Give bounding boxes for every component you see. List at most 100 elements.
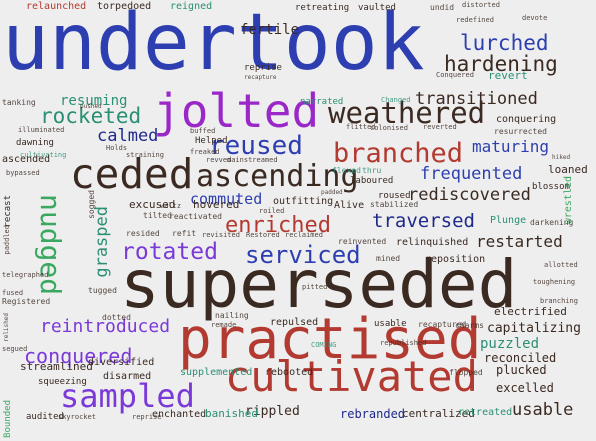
word-superseded: superseded: [120, 246, 518, 323]
word-fused: fused: [2, 289, 24, 297]
word-cultivating: cultivating: [20, 151, 67, 159]
word-devote: devote: [522, 14, 548, 22]
word-tugged: tugged: [88, 286, 117, 295]
word-alive: Alive: [334, 200, 365, 211]
word-revert: revert: [488, 69, 528, 82]
word-recast: recast: [3, 195, 13, 228]
word-relinquished: relinquished: [396, 237, 469, 248]
word-reinvented: reinvented: [338, 237, 387, 246]
word-roused: roused: [378, 191, 411, 201]
word-reintroduced: reintroduced: [40, 316, 171, 337]
word-enriched: enriched: [225, 213, 331, 238]
word-plunge: Plunge: [490, 215, 527, 226]
word-flitted: flitted: [346, 123, 376, 131]
word-mined: mined: [376, 254, 401, 263]
word-revisited: revisited: [202, 231, 240, 239]
word-mainstreamed: mainstreamed: [227, 156, 278, 164]
word-laboured: laboured: [350, 176, 394, 186]
word-rebranded: rebranded: [340, 407, 406, 421]
word-repulsed: repulsed: [270, 317, 319, 328]
word-lurched: lurched: [460, 31, 549, 55]
word-maturing: maturing: [472, 137, 550, 156]
word-charms: charms: [455, 321, 484, 330]
word-puzzled: puzzled: [480, 336, 540, 352]
word-nudged: nudged: [34, 194, 67, 296]
word-freaked: freaked: [190, 148, 220, 156]
word-relished: relished: [3, 313, 10, 342]
word-torpedoed: torpedoed: [97, 1, 152, 12]
word-traversed: traversed: [372, 210, 475, 232]
word-commuted: commuted: [190, 190, 263, 208]
word-thru: thru: [362, 166, 382, 175]
word-rediscovered: rediscovered: [408, 185, 531, 205]
word-reused: reused: [209, 131, 303, 161]
word-vaulted: vaulted: [358, 3, 396, 13]
word-ascending: ascending: [196, 159, 359, 194]
word-reposition: reposition: [425, 254, 486, 265]
word-resuming: resuming: [60, 93, 128, 109]
word-recaptured: recaptured: [418, 320, 467, 329]
word-usable-big: usable: [512, 400, 574, 420]
word-hardening: hardening: [444, 52, 558, 76]
word-flexed: flexed: [332, 166, 361, 175]
word-reconciled: reconciled: [484, 351, 557, 365]
word-buffed: buffed: [190, 127, 216, 135]
word-registered: Registered: [2, 297, 51, 306]
word-republished: republished: [380, 339, 427, 347]
word-segued: segued: [2, 345, 28, 353]
word-illuminated: illuminated: [18, 126, 65, 134]
word-allotted: allotted: [544, 261, 578, 269]
word-reigned: reigned: [170, 1, 213, 12]
word-pushed: pushed: [80, 103, 102, 110]
word-roiled: roiled: [259, 207, 285, 215]
word-holds: Holds: [106, 144, 128, 152]
word-fertile: fertile: [240, 22, 300, 38]
word-branching: branching: [540, 297, 578, 305]
word-darkening: darkening: [530, 218, 574, 227]
word-paddled: paddled: [3, 225, 11, 255]
word-sampled: sampled: [60, 377, 195, 415]
word-skyrocket: skyrocket: [58, 413, 96, 421]
word-reverted: reverted: [423, 123, 457, 131]
word-enchanted: enchanted: [152, 409, 207, 420]
word-remade: remade: [211, 321, 237, 329]
word-undid: undid: [430, 3, 455, 12]
word-changed: Changed: [381, 96, 411, 104]
word-restarted: restarted: [476, 232, 563, 251]
word-excelled: excelled: [496, 381, 554, 395]
word-nailing: nailing: [215, 311, 249, 320]
word-jolted: jolted: [153, 84, 320, 138]
word-reactivated: reactivated: [169, 212, 222, 221]
word-bypassed: bypassed: [6, 169, 40, 177]
word-electrified: electrified: [494, 305, 567, 318]
word-pitted: pitted: [302, 283, 328, 291]
word-flopped: flopped: [449, 368, 483, 377]
word-supplemented: supplemented: [180, 367, 253, 378]
word-resided: resided: [126, 229, 160, 238]
word-helped: Helped: [195, 136, 228, 146]
word-wrestled: wrestled: [563, 176, 574, 225]
word-relaunched: relaunched: [26, 1, 87, 12]
word-calmed: calmed: [97, 126, 159, 146]
word-padded: padded: [321, 189, 343, 196]
word-waltz: waltz: [160, 202, 182, 210]
word-redefined: redefined: [456, 16, 494, 24]
word-hovered: hovered: [193, 198, 240, 211]
word-weathered: weathered: [328, 96, 486, 130]
word-distorted: distorted: [462, 1, 500, 9]
word-reprise-top: reprise: [244, 63, 282, 73]
word-loaned: loaned: [548, 163, 588, 176]
word-revved: revved: [206, 156, 232, 164]
word-squeezing: squeezing: [38, 377, 87, 387]
word-transitioned: transitioned: [415, 89, 538, 109]
word-hiked: hiked: [552, 154, 571, 161]
word-conquered-small: Conquered: [436, 71, 474, 79]
word-refit: refit: [172, 229, 197, 238]
word-plucked: plucked: [496, 363, 547, 377]
word-branched: branched: [333, 138, 464, 169]
word-reclaimed: reclaimed: [285, 231, 323, 239]
word-retreating: retreating: [295, 3, 350, 13]
word-conquering: conquering: [496, 114, 557, 125]
word-cultivated: cultivated: [225, 352, 478, 401]
